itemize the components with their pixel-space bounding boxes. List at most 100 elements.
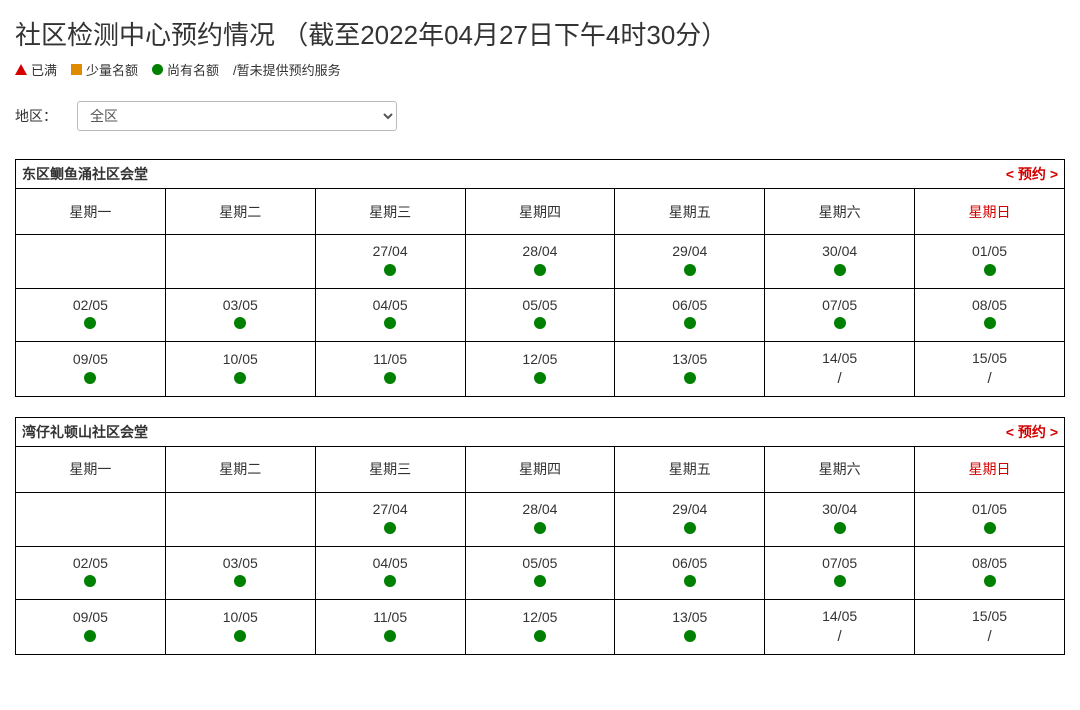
cell-date-text: 03/05 — [170, 555, 311, 572]
legend-noservice: /暂未提供预约服务 — [233, 60, 341, 79]
cell-date-text: 01/05 — [919, 501, 1060, 518]
status-available-icon — [984, 264, 996, 276]
legend-full-label: 已满 — [31, 60, 57, 79]
status-noservice-icon: / — [838, 370, 842, 387]
cell-date-text: 14/05 — [769, 350, 910, 367]
schedule-cell: 13/05 — [615, 342, 765, 397]
schedule-cell: 07/05 — [765, 546, 915, 600]
weekday-header: 星期五 — [615, 189, 765, 235]
table-row: 27/0428/0429/0430/0401/05 — [16, 492, 1065, 546]
triangle-icon — [15, 64, 27, 75]
cell-date-text: 01/05 — [919, 243, 1060, 260]
status-available-icon — [684, 522, 696, 534]
weekday-header: 星期二 — [165, 446, 315, 492]
status-available-icon — [534, 575, 546, 587]
status-available-icon — [684, 575, 696, 587]
weekday-header: 星期四 — [465, 446, 615, 492]
schedule-cell: 04/05 — [315, 546, 465, 600]
cell-date-text: 08/05 — [919, 297, 1060, 314]
table-row: 02/0503/0504/0505/0506/0507/0508/05 — [16, 288, 1065, 342]
cell-date-text: 29/04 — [619, 243, 760, 260]
status-available-icon — [534, 522, 546, 534]
cell-date-text: 11/05 — [320, 351, 461, 368]
center-header: 东区鲗鱼涌社区会堂< 预约 > — [15, 159, 1065, 188]
schedule-cell: 06/05 — [615, 288, 765, 342]
weekday-header: 星期五 — [615, 446, 765, 492]
status-available-icon — [534, 264, 546, 276]
legend-full: 已满 — [15, 60, 57, 79]
cell-date-text: 08/05 — [919, 555, 1060, 572]
cell-date-text: 07/05 — [769, 555, 910, 572]
status-available-icon — [984, 317, 996, 329]
cell-date-text: 04/05 — [320, 297, 461, 314]
schedule-cell: 08/05 — [915, 288, 1065, 342]
center-block: 东区鲗鱼涌社区会堂< 预约 >星期一星期二星期三星期四星期五星期六星期日27/0… — [15, 159, 1065, 397]
legend-bar: 已满 少量名额 尚有名额 /暂未提供预约服务 — [15, 60, 1065, 79]
schedule-cell: 09/05 — [16, 600, 166, 655]
schedule-cell: 12/05 — [465, 600, 615, 655]
cell-date-text: 14/05 — [769, 608, 910, 625]
center-block: 湾仔礼顿山社区会堂< 预约 >星期一星期二星期三星期四星期五星期六星期日27/0… — [15, 417, 1065, 655]
schedule-cell: 13/05 — [615, 600, 765, 655]
schedule-cell: 09/05 — [16, 342, 166, 397]
cell-date-text: 13/05 — [619, 351, 760, 368]
status-available-icon — [384, 575, 396, 587]
cell-date-text: 30/04 — [769, 501, 910, 518]
cell-date-text: 10/05 — [170, 351, 311, 368]
weekday-header: 星期三 — [315, 189, 465, 235]
schedule-cell: 29/04 — [615, 235, 765, 289]
legend-available: 尚有名额 — [152, 60, 219, 79]
schedule-cell: 14/05 / — [765, 600, 915, 655]
schedule-cell: 30/04 — [765, 235, 915, 289]
cell-date-text: 09/05 — [20, 351, 161, 368]
cell-date-text: 02/05 — [20, 297, 161, 314]
reserve-link[interactable]: < 预约 > — [1006, 164, 1058, 184]
cell-date-text: 29/04 — [619, 501, 760, 518]
cell-date-text: 03/05 — [170, 297, 311, 314]
schedule-cell: 30/04 — [765, 492, 915, 546]
schedule-cell: 05/05 — [465, 546, 615, 600]
schedule-cell: 03/05 — [165, 546, 315, 600]
schedule-cell: 06/05 — [615, 546, 765, 600]
schedule-cell — [16, 235, 166, 289]
schedule-cell: 08/05 — [915, 546, 1065, 600]
district-select[interactable]: 全区 — [77, 101, 397, 131]
status-available-icon — [834, 264, 846, 276]
schedule-cell: 12/05 — [465, 342, 615, 397]
weekday-header: 星期一 — [16, 446, 166, 492]
table-row: 09/0510/0511/0512/0513/0514/05/15/05/ — [16, 600, 1065, 655]
schedule-cell: 27/04 — [315, 492, 465, 546]
status-available-icon — [234, 317, 246, 329]
status-available-icon — [384, 317, 396, 329]
cell-date-text: 06/05 — [619, 555, 760, 572]
status-available-icon — [384, 522, 396, 534]
reserve-link[interactable]: < 预约 > — [1006, 422, 1058, 442]
schedule-cell: 02/05 — [16, 546, 166, 600]
schedule-cell — [165, 235, 315, 289]
schedule-cell: 28/04 — [465, 235, 615, 289]
center-name: 湾仔礼顿山社区会堂 — [22, 422, 148, 442]
circle-icon — [152, 64, 163, 75]
status-available-icon — [684, 372, 696, 384]
legend-noservice-label: /暂未提供预约服务 — [233, 60, 341, 79]
schedule-cell: 04/05 — [315, 288, 465, 342]
status-available-icon — [984, 575, 996, 587]
cell-date-text: 27/04 — [320, 243, 461, 260]
status-available-icon — [384, 264, 396, 276]
schedule-cell: 01/05 — [915, 235, 1065, 289]
weekday-header: 星期四 — [465, 189, 615, 235]
status-noservice-icon: / — [838, 628, 842, 645]
square-icon — [71, 64, 82, 75]
cell-date-text: 02/05 — [20, 555, 161, 572]
status-available-icon — [834, 317, 846, 329]
status-available-icon — [384, 630, 396, 642]
schedule-cell: 27/04 — [315, 235, 465, 289]
schedule-cell: 11/05 — [315, 600, 465, 655]
schedule-cell: 07/05 — [765, 288, 915, 342]
status-available-icon — [84, 630, 96, 642]
cell-date-text: 05/05 — [470, 555, 611, 572]
cell-date-text: 28/04 — [470, 243, 611, 260]
status-available-icon — [84, 372, 96, 384]
status-available-icon — [834, 522, 846, 534]
table-row: 27/04 28/04 29/04 30/0401/05 — [16, 235, 1065, 289]
